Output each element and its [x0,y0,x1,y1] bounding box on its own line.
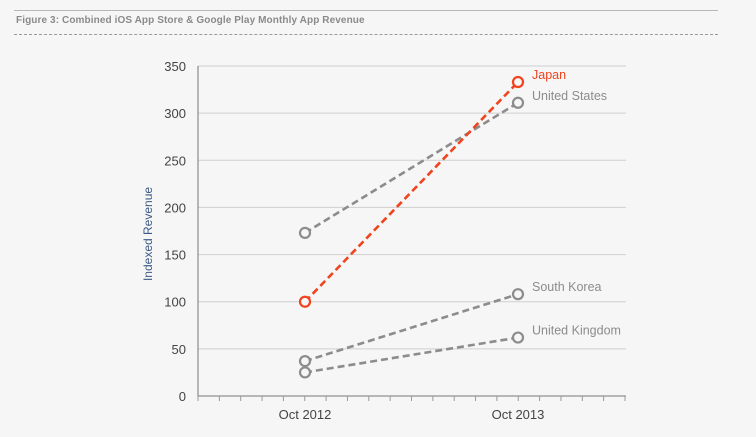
series-labels: United States South Korea United Kingdom Ja… [532,68,621,338]
title-divider [14,34,718,35]
axes: 0 50 100 150 200 250 300 350 Oct 2012 Oct 2013 Ind… [141,59,626,422]
series-line [304,101,519,234]
series-label: South Korea [532,280,602,294]
data-point [298,226,312,239]
data-point [298,295,312,308]
data-point [298,366,312,379]
series-line [304,81,519,303]
y-tick-label: 150 [164,248,186,263]
gridlines [198,65,626,350]
y-tick-label: 250 [164,153,186,168]
y-axis-title: Indexed Revenue [141,187,155,281]
series-lines [304,81,519,374]
data-point [298,355,312,368]
figure-title: Figure 3: Combined iOS App Store & Googl… [16,15,365,26]
data-point [511,331,525,344]
series-label: United States [532,89,607,103]
data-point [511,96,525,109]
data-point [511,75,525,89]
y-tick-label: 350 [164,59,186,74]
series-line [304,292,519,363]
y-tick-label: 300 [164,106,186,121]
data-point [511,288,525,301]
series-label: Japan [532,68,566,82]
x-tick-label: Oct 2013 [492,407,545,422]
series-label: United Kingdom [532,324,621,338]
series-line [304,336,519,374]
series-points [298,75,525,379]
x-tick-label: Oct 2012 [279,407,332,422]
y-tick-label: 200 [164,200,186,215]
y-tick-label: 50 [172,342,186,357]
y-tick-label: 0 [179,389,186,404]
top-rule [14,10,718,11]
y-tick-label: 100 [164,295,186,310]
